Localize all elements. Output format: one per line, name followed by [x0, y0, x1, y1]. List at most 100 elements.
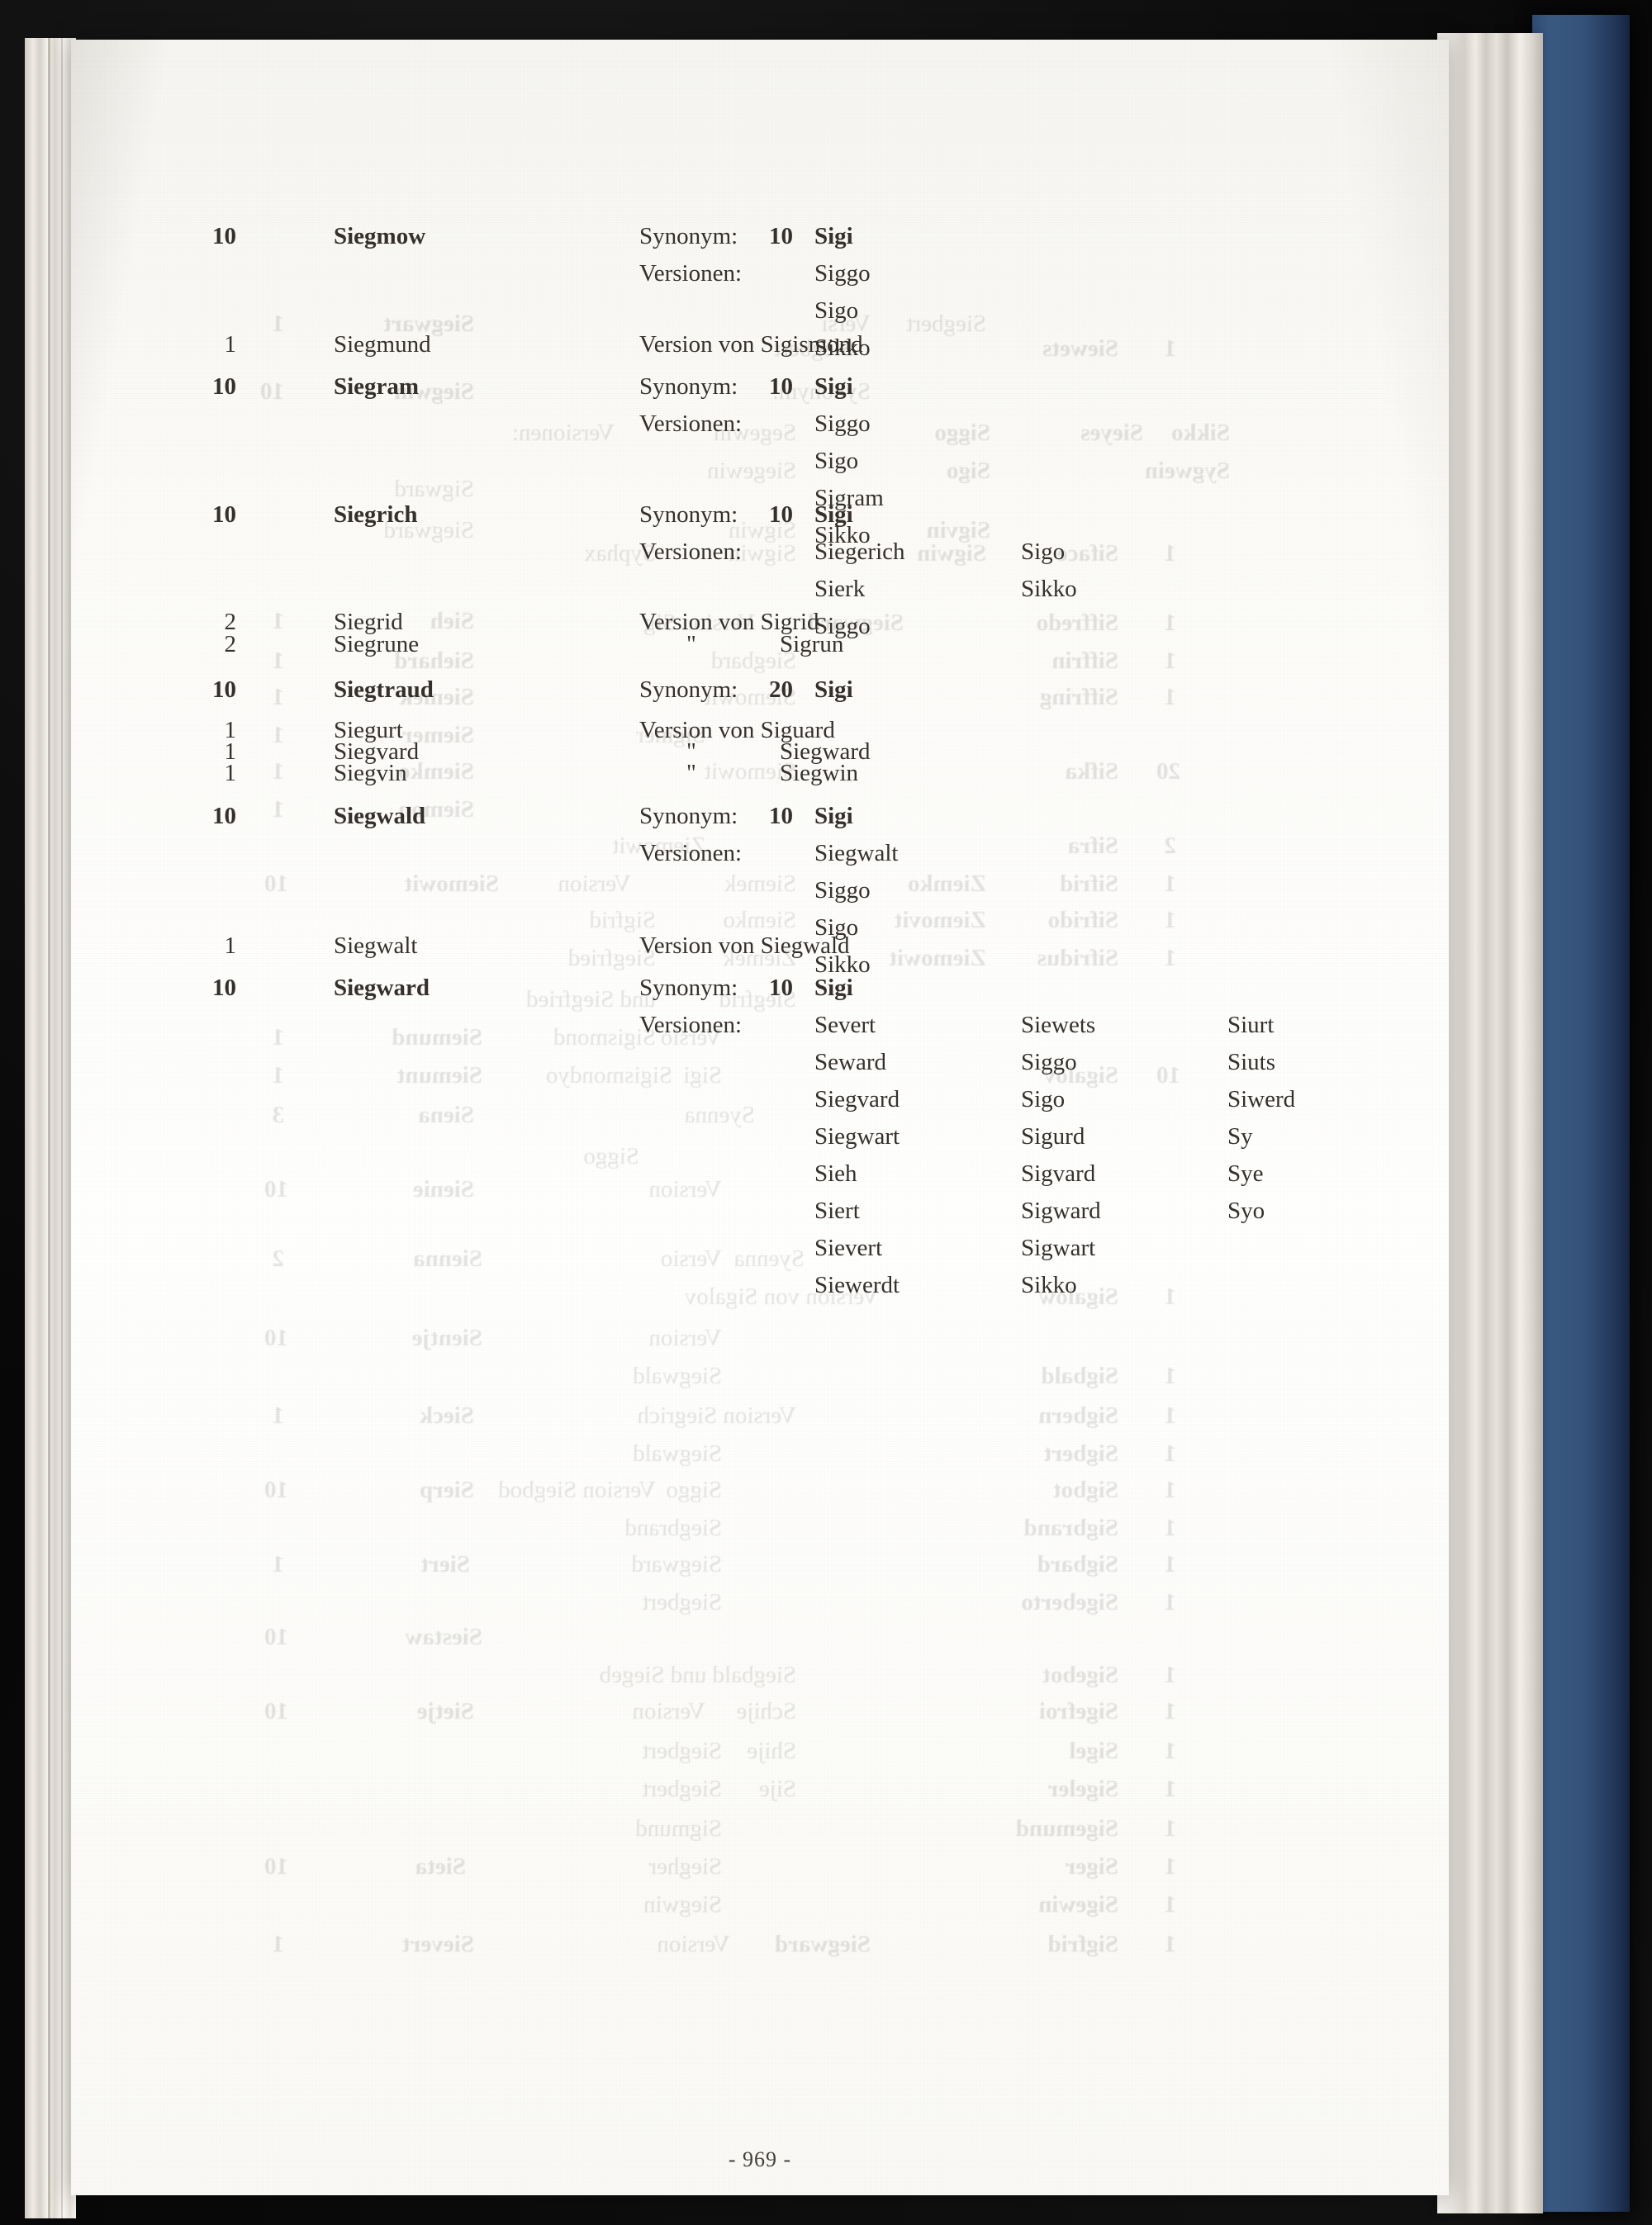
- gutter-crease-line-secondary: [61, 38, 63, 2218]
- version-name: Siert: [814, 1198, 860, 1224]
- entry-headword: Siegmund: [334, 331, 431, 358]
- synonym-count: 10: [769, 501, 793, 528]
- version-name: Severt: [814, 1012, 876, 1038]
- synonym-count: 10: [769, 223, 793, 249]
- version-name: Siuts: [1227, 1049, 1276, 1075]
- entry-count: 10: [212, 501, 236, 528]
- version-name: Sigo: [1021, 1086, 1066, 1112]
- synonym-count: 10: [769, 373, 793, 400]
- version-name: Sye: [1227, 1160, 1264, 1187]
- synonym-name: Sigi: [814, 975, 853, 1001]
- entry-headword: Siegward: [334, 975, 430, 1001]
- version-name: Sy: [1227, 1123, 1253, 1150]
- version-von-label: Version von Sigrid: [639, 609, 819, 635]
- version-von-label: Version von Siegwald: [639, 932, 850, 959]
- synonym-label: Synonym:: [639, 223, 738, 249]
- entry-count: 1: [224, 331, 237, 358]
- ditto-mark: ": [686, 738, 696, 765]
- entry-count: 10: [212, 803, 236, 829]
- versions-label: Versionen:: [639, 260, 743, 287]
- entry-headword: Siegmow: [334, 223, 426, 249]
- entry-headword: Siegwalt: [334, 932, 418, 959]
- entry-count: 2: [224, 609, 237, 635]
- versions-label: Versionen:: [639, 1012, 743, 1038]
- book-gutter: [25, 38, 76, 2218]
- entry-headword: Siegwald: [334, 803, 426, 829]
- gutter-crease-line: [48, 38, 50, 2218]
- version-name: Sigram: [814, 485, 884, 511]
- book-cover-right: [1532, 15, 1630, 2212]
- version-name: Siewets: [1021, 1012, 1096, 1038]
- version-name: Siggo: [814, 410, 871, 437]
- ditto-mark: ": [686, 760, 696, 786]
- page-fore-edge: [1437, 33, 1543, 2213]
- entry-count: 1: [224, 760, 237, 786]
- versions-label: Versionen:: [639, 410, 743, 437]
- page-number: - 969 -: [728, 2147, 792, 2171]
- version-name: Sikko: [814, 522, 871, 548]
- entry-headword: Siegurt: [334, 717, 403, 743]
- synonym-label: Synonym:: [639, 803, 738, 829]
- synonym-count: 10: [769, 803, 793, 829]
- version-name: Sigurd: [1021, 1123, 1085, 1150]
- entry-count: 10: [212, 373, 236, 400]
- synonym-name: Sigi: [814, 223, 853, 249]
- version-name: Siegerich: [814, 538, 905, 565]
- entry-headword: Siegrich: [334, 501, 418, 528]
- version-name: Syo: [1227, 1198, 1265, 1224]
- version-name: Sikko: [814, 951, 871, 978]
- version-of-name: Sigrun: [780, 631, 844, 657]
- version-name: Siggo: [1021, 1049, 1077, 1075]
- entry-count: 1: [224, 717, 237, 743]
- version-name: Sigo: [814, 914, 859, 941]
- synonym-name: Sigi: [814, 803, 853, 829]
- version-name: Sigo: [814, 297, 859, 324]
- entry-headword: Siegrid: [334, 609, 403, 635]
- version-name: Sigo: [814, 448, 859, 474]
- synonym-count: 20: [769, 676, 793, 703]
- version-von-label: Version von Sigismond: [639, 331, 863, 358]
- entry-count: 10: [212, 676, 236, 703]
- page-content: 10 Siegmow Synonym: 10 Sigi Versionen: Siggo Si…: [71, 40, 1449, 2195]
- synonym-name: Sigi: [814, 501, 853, 528]
- printed-page: 1 Siegwart Versi Siegbert 1 Siewets Siegbert 10…: [71, 40, 1449, 2195]
- synonym-count: 10: [769, 975, 793, 1001]
- entry-count: 1: [224, 738, 237, 765]
- version-name: Siewerdt: [814, 1272, 900, 1298]
- version-name: Sigo: [1021, 538, 1066, 565]
- version-name: Sigvard: [1021, 1160, 1096, 1187]
- entry-count: 2: [224, 631, 237, 657]
- version-name: Sigwart: [1021, 1235, 1096, 1261]
- versions-label: Versionen:: [639, 538, 743, 565]
- entry-count: 10: [212, 223, 236, 249]
- version-name: Siggo: [814, 877, 871, 904]
- entry-count: 10: [212, 975, 236, 1001]
- version-name: Siegwart: [814, 1123, 900, 1150]
- synonym-name: Sigi: [814, 373, 853, 400]
- version-name: Siwerd: [1227, 1086, 1296, 1112]
- version-name: Siegvard: [814, 1086, 900, 1112]
- version-name: Sievert: [814, 1235, 883, 1261]
- version-name: Sikko: [1021, 1272, 1077, 1298]
- entry-headword: Siegvin: [334, 760, 407, 786]
- versions-label: Versionen:: [639, 840, 743, 866]
- ditto-mark: ": [686, 631, 696, 657]
- synonym-label: Synonym:: [639, 373, 738, 400]
- entry-count: 1: [224, 932, 237, 959]
- synonym-label: Synonym:: [639, 975, 738, 1001]
- entry-headword: Siegvard: [334, 738, 420, 765]
- version-of-name: Siegward: [780, 738, 871, 765]
- version-name: Sikko: [1021, 576, 1077, 602]
- version-of-name: Siegwin: [780, 760, 859, 786]
- entry-headword: Siegram: [334, 373, 420, 400]
- version-name: Sikko: [814, 334, 871, 361]
- version-name: Sigward: [1021, 1198, 1101, 1224]
- version-name: Siegwalt: [814, 840, 899, 866]
- entry-headword: Siegtraud: [334, 676, 434, 703]
- version-name: Siurt: [1227, 1012, 1275, 1038]
- version-name: Sierk: [814, 576, 866, 602]
- version-name: Sieh: [814, 1160, 857, 1187]
- synonym-label: Synonym:: [639, 501, 738, 528]
- version-name: Siggo: [814, 260, 871, 287]
- entry-headword: Siegrune: [334, 631, 420, 657]
